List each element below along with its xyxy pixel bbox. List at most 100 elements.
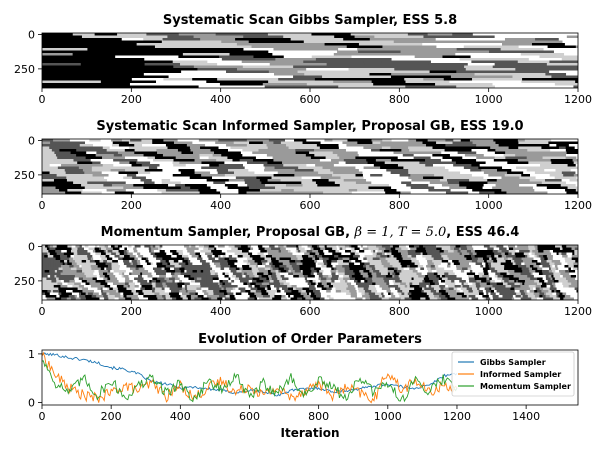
heatmap-cell — [539, 290, 543, 294]
heatmap-cell — [534, 149, 551, 153]
heatmap-cell — [143, 186, 160, 190]
heatmap-cell — [353, 270, 360, 274]
heatmap-cell — [219, 285, 223, 289]
heatmap-cell — [199, 267, 205, 271]
heatmap-cell — [271, 169, 296, 173]
heatmap-cell — [392, 275, 395, 279]
heatmap-cell — [221, 58, 276, 62]
heatmap-cell — [62, 272, 70, 276]
heatmap-cell — [510, 295, 514, 299]
heatmap-cell — [193, 260, 201, 264]
heatmap-cell — [391, 186, 412, 190]
heatmap-cell — [370, 174, 383, 178]
heatmap-cell — [560, 257, 566, 261]
heatmap-cell — [163, 297, 167, 300]
heatmap-cell — [550, 267, 557, 271]
heatmap-cell — [242, 297, 245, 300]
heatmap-cell — [547, 257, 552, 261]
heatmap-cell — [281, 181, 302, 185]
heatmap-cell — [381, 292, 385, 296]
heatmap-cell — [528, 285, 537, 289]
heatmap-cell — [358, 78, 405, 82]
heatmap-cell — [311, 55, 353, 59]
heatmap-cell — [508, 245, 513, 249]
heatmap-cell — [490, 280, 496, 284]
panel-3-title-prefix: Momentum Sampler, Proposal GB, — [101, 225, 355, 240]
heatmap-cell — [170, 250, 178, 254]
heatmap-cell — [234, 250, 243, 254]
heatmap-cell — [400, 50, 440, 54]
heatmap-cell — [218, 250, 223, 254]
heatmap-cell — [62, 270, 67, 274]
heatmap-cell — [198, 290, 204, 294]
heatmap-cell — [301, 176, 322, 180]
heatmap-cell — [148, 297, 154, 300]
heatmap-cell — [122, 257, 129, 261]
heatmap-cell — [284, 262, 291, 266]
heatmap-cell — [539, 280, 545, 284]
heatmap-cell — [295, 280, 299, 284]
heatmap-cell — [382, 139, 393, 143]
heatmap-cell — [131, 78, 165, 82]
heatmap-cell — [321, 287, 327, 291]
heatmap-cell — [185, 262, 189, 266]
heatmap-cell — [396, 262, 402, 266]
heatmap-cell — [432, 245, 437, 249]
heatmap-cell — [150, 257, 157, 261]
heatmap-cell — [291, 265, 296, 269]
heatmap-cell — [532, 186, 548, 190]
heatmap-cell — [369, 38, 437, 42]
heatmap-cell — [490, 292, 497, 296]
heatmap-cell — [370, 297, 378, 300]
heatmap-cell — [49, 245, 54, 249]
heatmap-cell — [157, 189, 167, 193]
heatmap-cell — [214, 255, 219, 259]
heatmap-cell — [496, 179, 513, 183]
heatmap-cell — [258, 149, 279, 153]
heatmap-cell — [496, 282, 504, 286]
heatmap-cell — [331, 275, 340, 279]
heatmap-cell — [118, 262, 125, 266]
heatmap-cell — [246, 282, 251, 286]
heatmap-cell — [447, 277, 451, 281]
heatmap-cell — [350, 255, 354, 259]
heatmap-cell — [157, 277, 160, 281]
heatmap-cell — [225, 255, 230, 259]
heatmap-cell — [114, 191, 135, 194]
heatmap-cell — [165, 144, 188, 148]
heatmap-cell — [128, 245, 133, 249]
heatmap-cell — [243, 35, 284, 39]
heatmap-cell — [299, 179, 313, 183]
heatmap-cell — [326, 272, 332, 276]
heatmap-cell — [438, 265, 446, 269]
heatmap-cell — [515, 255, 519, 259]
heatmap-cell — [391, 252, 395, 256]
heatmap-cell — [332, 247, 338, 251]
heatmap-cell — [218, 287, 223, 291]
heatmap-cell — [180, 257, 185, 261]
heatmap-cell — [269, 282, 276, 286]
heatmap-cell — [372, 275, 375, 279]
heatmap-cell — [222, 272, 226, 276]
heatmap-cell — [47, 290, 52, 294]
heatmap-cell — [137, 146, 160, 150]
heatmap-cell — [202, 257, 210, 261]
heatmap-cell — [242, 149, 260, 153]
heatmap-cell — [87, 270, 95, 274]
heatmap-cell — [182, 292, 185, 296]
y-tick-label: 1 — [28, 348, 35, 361]
heatmap-cell — [140, 272, 143, 276]
heatmap-cell — [95, 250, 100, 254]
heatmap-cell — [170, 267, 175, 271]
heatmap-cell — [134, 149, 158, 153]
heatmap-cell — [371, 260, 379, 264]
heatmap-cell — [374, 35, 425, 39]
heatmap-cell — [394, 144, 414, 148]
heatmap-cell — [375, 292, 382, 296]
heatmap-cell — [250, 282, 257, 286]
heatmap-cell — [165, 265, 173, 269]
heatmap-cell — [64, 265, 70, 269]
heatmap-cell — [263, 252, 269, 256]
heatmap-cell — [372, 287, 377, 291]
heatmap-cell — [88, 267, 92, 271]
